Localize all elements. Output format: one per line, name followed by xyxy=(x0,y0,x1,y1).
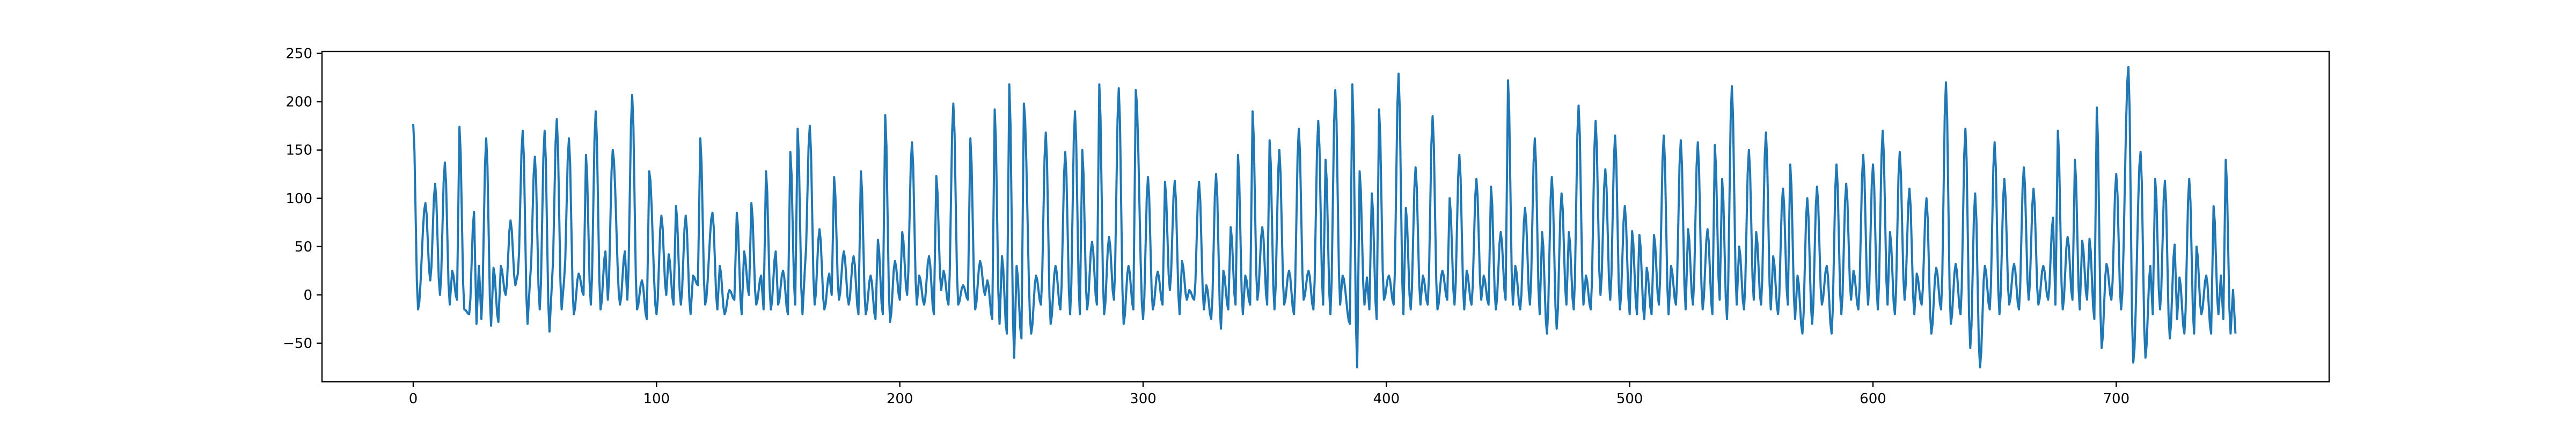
x-tick-label-200: 200 xyxy=(887,391,913,407)
x-tick-label-300: 300 xyxy=(1130,391,1157,407)
y-tick-label-50: 50 xyxy=(295,239,312,255)
y-tick-label-150: 150 xyxy=(286,143,312,159)
plot-area xyxy=(412,65,2237,368)
x-tick-label-700: 700 xyxy=(2103,391,2130,407)
series-line xyxy=(412,65,2237,368)
x-tick-label-600: 600 xyxy=(1860,391,1886,407)
axes-frame xyxy=(321,50,2330,383)
y-tick-label-0: 0 xyxy=(303,287,312,304)
x-tick-label-0: 0 xyxy=(409,391,418,407)
y-tick-label--50: −50 xyxy=(283,336,312,352)
x-tick-label-500: 500 xyxy=(1616,391,1643,407)
axes: 0 100 200 300 400 500 600 700 −50 0 50 100 150 200 250 xyxy=(283,46,2330,407)
x-tick-label-100: 100 xyxy=(643,391,670,407)
x-tick-label-400: 400 xyxy=(1373,391,1400,407)
y-tick-label-250: 250 xyxy=(286,46,312,62)
y-tick-label-200: 200 xyxy=(286,94,312,110)
y-tick-label-100: 100 xyxy=(286,191,312,207)
